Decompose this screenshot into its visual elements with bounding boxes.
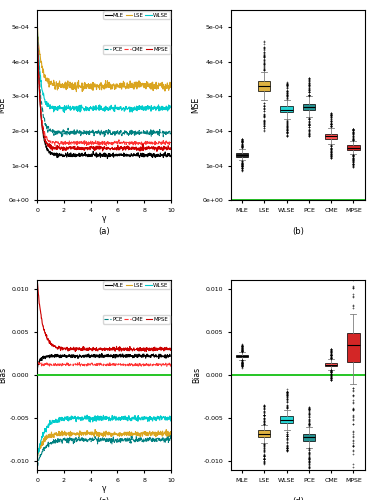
PathPatch shape xyxy=(258,81,270,91)
Text: (d): (d) xyxy=(292,497,304,500)
PathPatch shape xyxy=(303,434,315,440)
Legend: PCE, CME, MPSE: PCE, CME, MPSE xyxy=(103,46,170,54)
PathPatch shape xyxy=(280,106,293,112)
Y-axis label: MSE: MSE xyxy=(191,97,200,113)
X-axis label: γ: γ xyxy=(102,484,106,493)
Y-axis label: MSE: MSE xyxy=(0,97,6,113)
Legend: PCE, CME, MPSE: PCE, CME, MPSE xyxy=(103,315,170,324)
PathPatch shape xyxy=(236,154,248,157)
Y-axis label: Bias: Bias xyxy=(192,367,201,383)
Text: (a): (a) xyxy=(98,228,110,236)
PathPatch shape xyxy=(303,104,315,110)
PathPatch shape xyxy=(280,416,293,424)
PathPatch shape xyxy=(347,334,360,362)
PathPatch shape xyxy=(258,430,270,437)
Text: (b): (b) xyxy=(292,228,304,236)
Y-axis label: Bias: Bias xyxy=(0,367,7,383)
PathPatch shape xyxy=(236,354,248,357)
PathPatch shape xyxy=(325,363,337,366)
PathPatch shape xyxy=(347,146,360,150)
Text: (c): (c) xyxy=(99,497,110,500)
X-axis label: γ: γ xyxy=(102,214,106,223)
PathPatch shape xyxy=(325,134,337,138)
